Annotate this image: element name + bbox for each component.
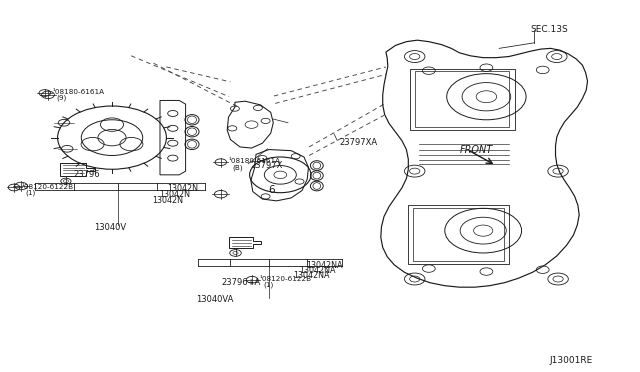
Text: 13042N: 13042N bbox=[159, 190, 190, 199]
Text: 13042N: 13042N bbox=[167, 185, 198, 193]
Text: FRONT: FRONT bbox=[460, 145, 493, 154]
Bar bbox=[413, 208, 504, 261]
Text: 13040V: 13040V bbox=[94, 223, 126, 232]
Text: 13042NA: 13042NA bbox=[306, 261, 342, 270]
Text: ¹08120-6122B: ¹08120-6122B bbox=[22, 184, 74, 190]
Text: (B): (B) bbox=[232, 164, 243, 171]
Text: 23796+A: 23796+A bbox=[221, 278, 260, 287]
Bar bbox=[415, 71, 509, 127]
Text: 23796: 23796 bbox=[74, 170, 100, 179]
Bar bbox=[410, 69, 515, 130]
Text: 23797XA: 23797XA bbox=[339, 138, 378, 147]
Text: 13042N: 13042N bbox=[152, 196, 182, 205]
Text: 13040VA: 13040VA bbox=[196, 295, 233, 304]
Text: ¹08180-6161A: ¹08180-6161A bbox=[228, 158, 280, 164]
Text: (9): (9) bbox=[56, 95, 67, 102]
Text: J13001RE: J13001RE bbox=[549, 356, 593, 365]
Text: ¹08180-6161A: ¹08180-6161A bbox=[52, 89, 104, 95]
Text: ¹08120-6122B: ¹08120-6122B bbox=[260, 276, 312, 282]
Text: SEC.13S: SEC.13S bbox=[530, 25, 568, 34]
Text: 13042NA: 13042NA bbox=[300, 266, 336, 275]
Text: (1): (1) bbox=[26, 189, 36, 196]
Bar bbox=[408, 205, 509, 264]
Text: 23797X: 23797X bbox=[251, 161, 284, 170]
Text: (1): (1) bbox=[264, 282, 274, 288]
Text: 13042NA: 13042NA bbox=[293, 271, 330, 280]
Text: 6: 6 bbox=[268, 185, 275, 195]
